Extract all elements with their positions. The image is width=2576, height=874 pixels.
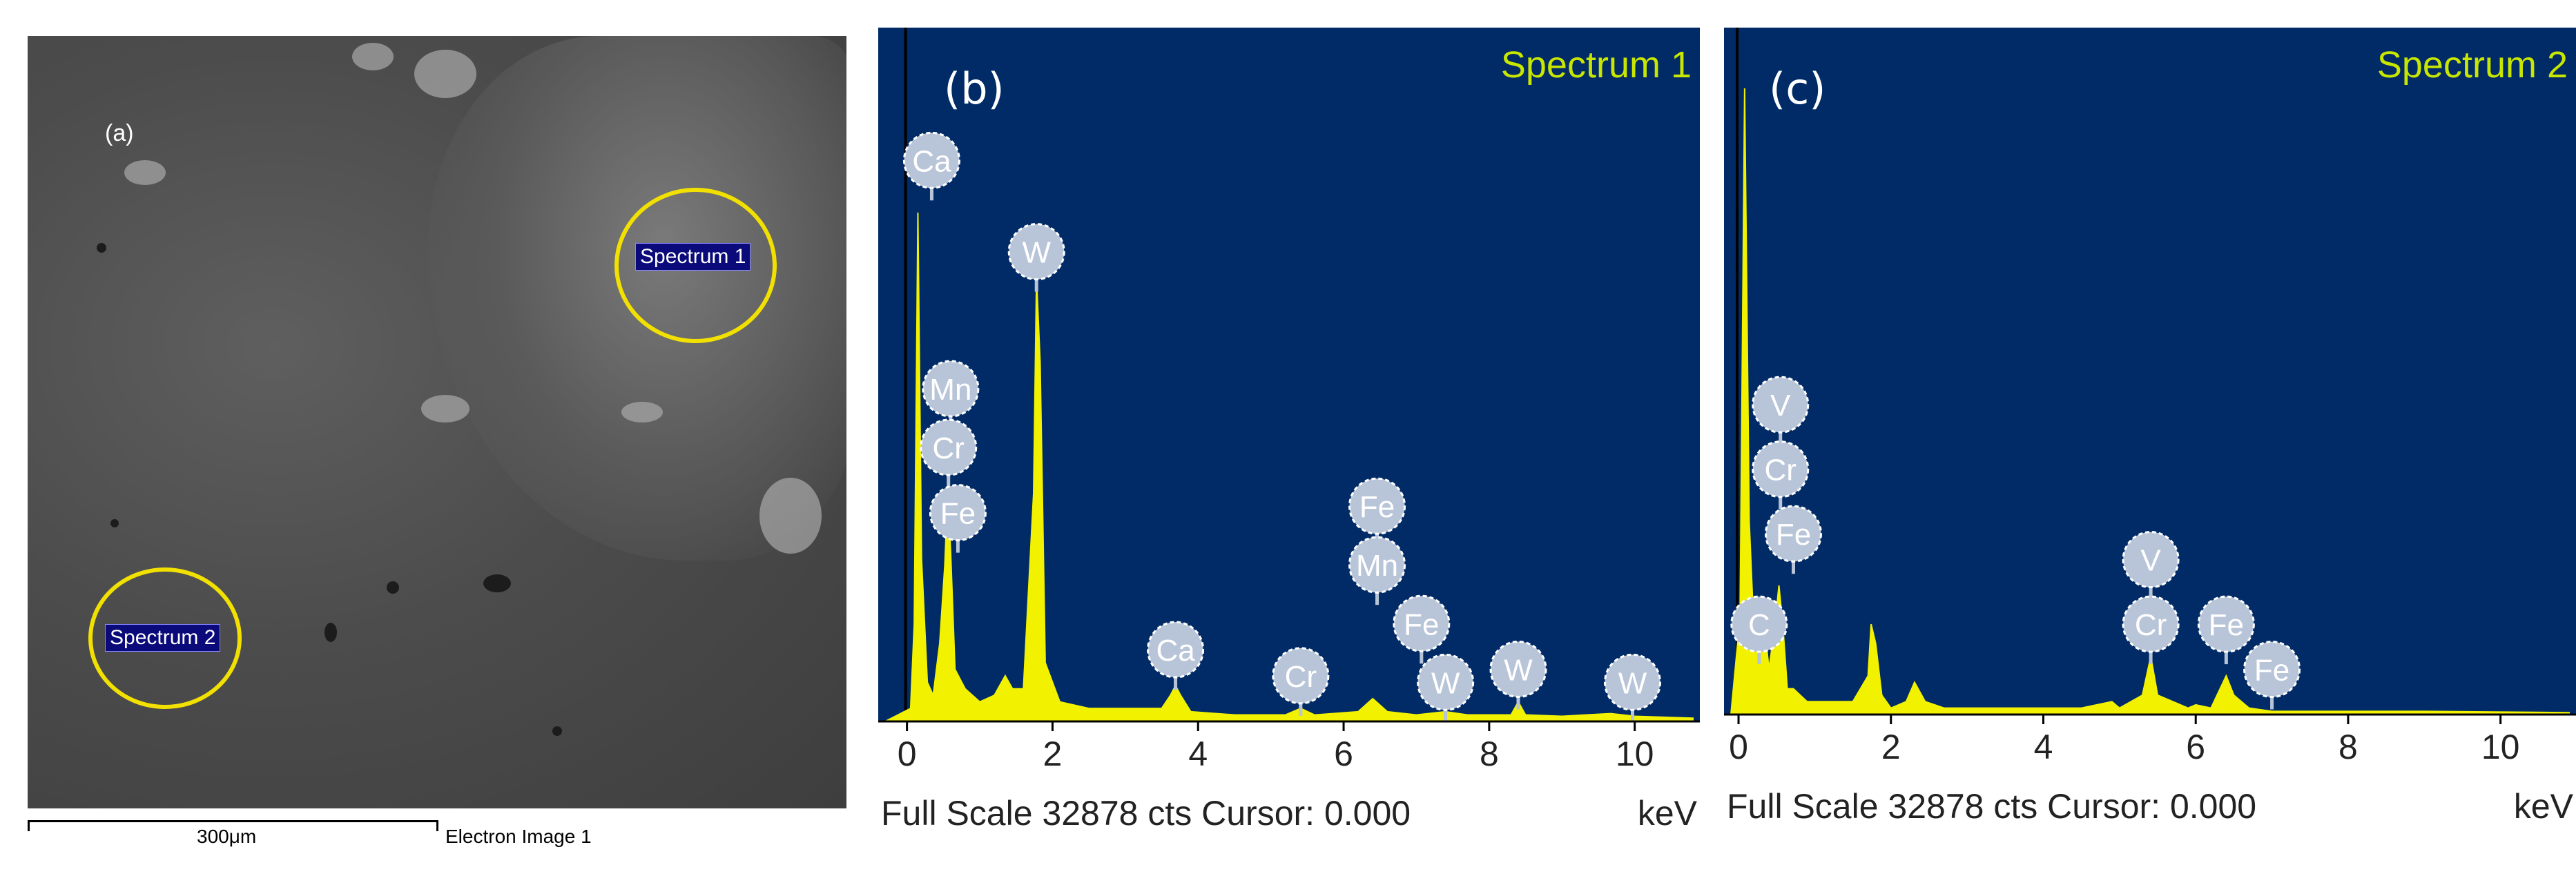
element-marker bbox=[929, 484, 987, 542]
panel-a-label: (a) bbox=[105, 120, 134, 146]
element-marker-label: W bbox=[1504, 653, 1533, 687]
element-marker bbox=[1417, 653, 1475, 711]
element-marker bbox=[1764, 505, 1822, 563]
spectrum-footer: Full Scale 32878 cts Cursor: 0.000 bbox=[881, 794, 1411, 833]
element-marker bbox=[1393, 594, 1451, 652]
panel-label: (b) bbox=[944, 64, 1005, 114]
element-marker-label: Ca bbox=[912, 144, 951, 178]
plot-background bbox=[878, 28, 1700, 721]
element-marker-label: C bbox=[1748, 608, 1770, 642]
element-marker bbox=[1752, 376, 1810, 434]
x-tick-label: 4 bbox=[2034, 728, 2053, 766]
element-marker bbox=[2122, 531, 2180, 589]
element-marker-label: Ca bbox=[1156, 634, 1195, 668]
spectrum-2-panel: Spectrum 2 (c) V Cr Fe C V Cr Fe Fe 0 2 4 6 8 10 Full Sc… bbox=[1724, 28, 2576, 860]
element-marker-label: Fe bbox=[1404, 608, 1439, 641]
x-tick-label: 6 bbox=[2186, 728, 2205, 766]
scale-bar bbox=[28, 820, 438, 831]
x-tick-label: 8 bbox=[2338, 728, 2358, 766]
element-marker-label: Fe bbox=[1776, 518, 1811, 552]
x-tick-label: 10 bbox=[1616, 735, 1654, 773]
x-tick-label: 4 bbox=[1188, 735, 1208, 773]
element-marker bbox=[1348, 536, 1406, 594]
x-tick-label: 2 bbox=[1043, 735, 1063, 773]
element-marker bbox=[1489, 640, 1547, 698]
x-axis-unit: keV bbox=[1638, 794, 1698, 833]
spectrum-1-tag: Spectrum 1 bbox=[635, 243, 751, 271]
element-marker-label: V bbox=[1770, 389, 1791, 423]
spectrum-title: Spectrum 1 bbox=[1501, 44, 1692, 86]
scale-row: 300μm Electron Image 1 bbox=[28, 815, 846, 856]
element-marker bbox=[1752, 440, 1810, 498]
spectrum-2-circle bbox=[88, 567, 242, 709]
spectrum-title: Spectrum 2 bbox=[2377, 44, 2568, 86]
element-marker bbox=[1348, 477, 1406, 535]
x-tick-label: 10 bbox=[2481, 728, 2520, 766]
panel-label: (c) bbox=[1769, 64, 1826, 114]
element-marker-label: Fe bbox=[1359, 490, 1395, 524]
element-marker-label: W bbox=[1022, 236, 1051, 270]
element-marker-label: Mn bbox=[1356, 549, 1398, 583]
x-axis-unit: keV bbox=[2514, 787, 2574, 826]
element-marker-label: Fe bbox=[2254, 654, 2289, 688]
spectrum-2-tag: Spectrum 2 bbox=[105, 624, 221, 652]
element-marker-label: W bbox=[1431, 666, 1460, 700]
element-marker bbox=[2243, 641, 2301, 699]
element-marker bbox=[1147, 621, 1205, 679]
spectrum-2-chart: Spectrum 2 (c) V Cr Fe C V Cr Fe Fe 0 2 4 6 8 10 Full Sc… bbox=[1724, 28, 2576, 826]
element-marker-label: Cr bbox=[1765, 454, 1797, 487]
x-tick-label: 6 bbox=[1334, 735, 1353, 773]
sem-panel: (a) Spectrum 1 Spectrum 2 bbox=[28, 36, 846, 808]
element-marker-label: V bbox=[2140, 544, 2161, 578]
element-marker-label: Fe bbox=[2209, 608, 2244, 642]
element-marker bbox=[2122, 595, 2180, 653]
element-marker bbox=[1007, 223, 1065, 281]
element-marker bbox=[1272, 647, 1330, 705]
element-marker-label: Mn bbox=[929, 373, 971, 407]
element-marker bbox=[902, 131, 960, 189]
element-marker-label: Cr bbox=[2135, 608, 2167, 642]
x-tick-label: 0 bbox=[1729, 728, 1748, 766]
element-marker bbox=[2197, 595, 2255, 653]
x-tick-label: 8 bbox=[1480, 735, 1499, 773]
element-marker-label: W bbox=[1618, 666, 1647, 700]
spectrum-footer: Full Scale 32878 cts Cursor: 0.000 bbox=[1727, 787, 2256, 826]
spectrum-trace bbox=[884, 212, 1694, 722]
x-tick-label: 2 bbox=[1881, 728, 1901, 766]
element-marker bbox=[920, 418, 978, 476]
element-marker bbox=[1730, 595, 1788, 653]
element-marker-label: Cr bbox=[932, 431, 964, 465]
element-marker-label: Cr bbox=[1285, 660, 1317, 694]
element-marker bbox=[922, 360, 980, 418]
spectrum-1-panel: Spectrum 1 (b) Ca W Mn Cr Fe Fe Mn Fe W W W Ca Cr 0 2 4 6 8… bbox=[878, 28, 1700, 860]
image-name: Electron Image 1 bbox=[445, 826, 592, 847]
scale-label: 300μm bbox=[197, 826, 257, 847]
element-marker-label: Fe bbox=[940, 497, 976, 531]
element-marker bbox=[1604, 653, 1662, 711]
x-tick-label: 0 bbox=[898, 735, 917, 773]
sem-micrograph: (a) Spectrum 1 Spectrum 2 bbox=[28, 36, 846, 808]
spectrum-1-circle bbox=[614, 188, 777, 343]
